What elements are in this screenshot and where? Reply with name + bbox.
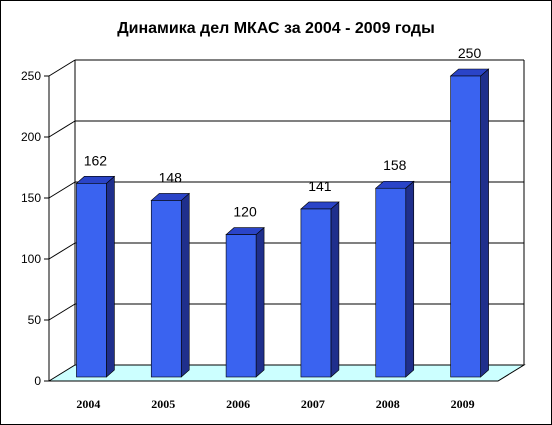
bar-side-2005	[180, 192, 190, 378]
gridline-side	[48, 242, 76, 260]
bar-2006	[225, 234, 257, 378]
data-label-2007: 141	[308, 178, 332, 194]
x-tick-label-2005: 2005	[151, 397, 175, 411]
data-label-2006: 120	[233, 204, 257, 220]
bar-2007	[300, 208, 332, 378]
bar-2004	[76, 183, 107, 378]
y-tick-label: 150	[21, 191, 41, 205]
bar-side-2004	[106, 175, 115, 378]
x-tick-label-2007: 2007	[301, 397, 325, 411]
x-tick-label-2006: 2006	[226, 397, 250, 411]
y-tick-label: 250	[21, 69, 41, 83]
gridline-side	[48, 181, 76, 199]
bar-side-2008	[405, 180, 415, 378]
data-label-2005: 148	[159, 169, 183, 185]
y-tick-label: 200	[21, 130, 41, 144]
bar-2005	[150, 200, 182, 378]
data-label-2008: 158	[383, 157, 407, 173]
bar-2008	[375, 187, 407, 378]
gridline-side	[48, 303, 76, 321]
data-label-2009: 250	[458, 45, 482, 61]
x-tick-label-2009: 2009	[451, 397, 475, 411]
y-tick-label: 0	[34, 374, 41, 388]
gridline-side	[48, 120, 76, 138]
bar-side-2009	[480, 68, 489, 378]
chart-title: Динамика дел МКАС за 2004 - 2009 годы	[117, 20, 435, 37]
x-tick-label-2008: 2008	[376, 397, 400, 411]
data-label-2004: 162	[84, 152, 108, 168]
bar-side-2007	[330, 201, 340, 378]
x-tick-label-2004: 2004	[76, 397, 100, 411]
gridline-side	[48, 59, 76, 77]
bar-side-2006	[255, 226, 265, 378]
y-tick-label: 100	[21, 252, 41, 266]
bar-2009	[450, 75, 481, 378]
y-tick-label: 50	[28, 313, 42, 327]
